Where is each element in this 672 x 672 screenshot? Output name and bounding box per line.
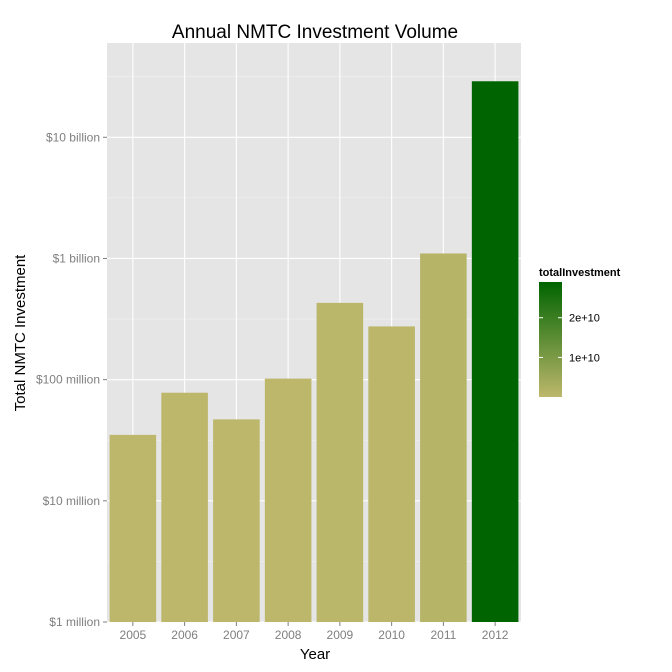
x-tick-label: 2012: [482, 628, 509, 642]
bar-2008: [264, 378, 312, 622]
bar-2009: [316, 302, 364, 622]
x-axis-title: Year: [300, 646, 330, 663]
legend-colorbar: [539, 282, 562, 397]
y-tick-label: $10 million: [43, 494, 100, 508]
y-tick-label: $10 billion: [46, 130, 100, 144]
y-axis-ticks: $1 million $10 million $100 million $1 bill…: [36, 130, 107, 629]
bar-2006: [161, 392, 208, 622]
x-tick-label: 2010: [378, 628, 405, 642]
bar-2012: [471, 81, 519, 622]
bars: [109, 81, 519, 622]
legend: totalInvestment 1e+10 2e+10: [539, 267, 621, 397]
x-tick-label: 2008: [275, 628, 302, 642]
y-tick-label: $1 million: [49, 615, 100, 629]
chart-title: Annual NMTC Investment Volume: [172, 22, 458, 43]
bar-2010: [368, 326, 415, 622]
bar-2005: [109, 434, 157, 622]
bar-2007: [213, 419, 260, 622]
legend-ticks: 1e+10 2e+10: [539, 313, 600, 364]
legend-title: totalInvestment: [539, 267, 621, 279]
x-tick-label: 2009: [327, 628, 354, 642]
y-tick-label: $1 billion: [53, 251, 100, 265]
x-tick-label: 2011: [430, 628, 456, 642]
x-tick-label: 2005: [120, 628, 147, 642]
x-tick-label: 2006: [171, 628, 198, 642]
legend-tick-label: 1e+10: [569, 352, 600, 364]
y-axis-title: Total NMTC Investment: [12, 254, 29, 412]
legend-tick-label: 2e+10: [569, 313, 600, 325]
x-tick-label: 2007: [223, 628, 250, 642]
bar-2011: [420, 253, 467, 622]
x-axis-ticks: 2005 2006 2007 2008 2009 2010 2011 2012: [120, 622, 509, 642]
y-tick-label: $100 million: [36, 373, 100, 387]
